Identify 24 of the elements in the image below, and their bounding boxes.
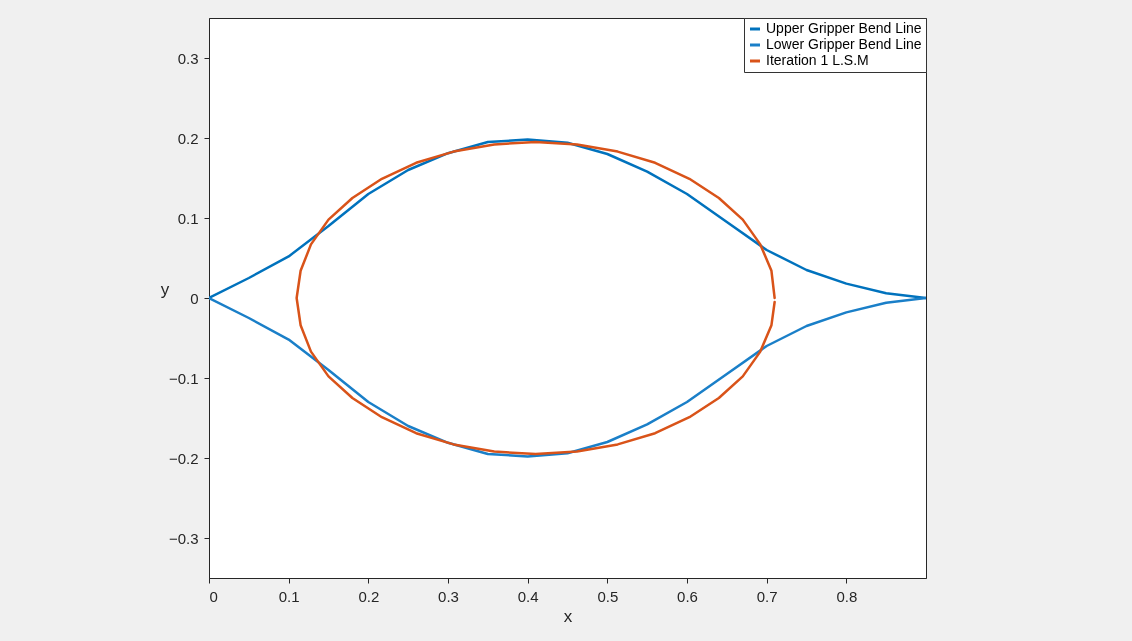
x-tick-label: 0.3 <box>438 587 459 605</box>
y-tick-label: 0 <box>190 289 199 307</box>
y-tick-label: 0.2 <box>177 129 199 147</box>
x-tick-label: 0.2 <box>358 587 380 605</box>
x-tick-label: 0 <box>209 587 218 605</box>
y-tick-label: 0.1 <box>177 209 199 227</box>
legend-label: Iteration 1 L.S.M <box>766 52 869 68</box>
y-axis-title: y <box>160 279 170 299</box>
line-series <box>295 140 776 456</box>
x-tick-label: 0.6 <box>677 587 698 605</box>
x-tick-label: 0.7 <box>756 587 778 605</box>
y-tick-label: −0.2 <box>168 449 199 467</box>
x-tick-label: 0.8 <box>836 587 858 605</box>
y-tick-label: −0.1 <box>168 369 199 387</box>
legend-label: Upper Gripper Bend Line <box>766 20 922 36</box>
x-tick-label: 0.5 <box>597 587 619 605</box>
line-series <box>209 296 926 458</box>
legend-label: Lower Gripper Bend Line <box>766 36 922 52</box>
x-tick-label: 0.4 <box>517 587 539 605</box>
y-tick-label: −0.3 <box>168 529 199 547</box>
x-tick-label: 0.1 <box>278 587 300 605</box>
y-tick-label: 0.3 <box>177 49 199 67</box>
x-axis-title: x <box>563 606 573 626</box>
line-series <box>209 138 926 300</box>
